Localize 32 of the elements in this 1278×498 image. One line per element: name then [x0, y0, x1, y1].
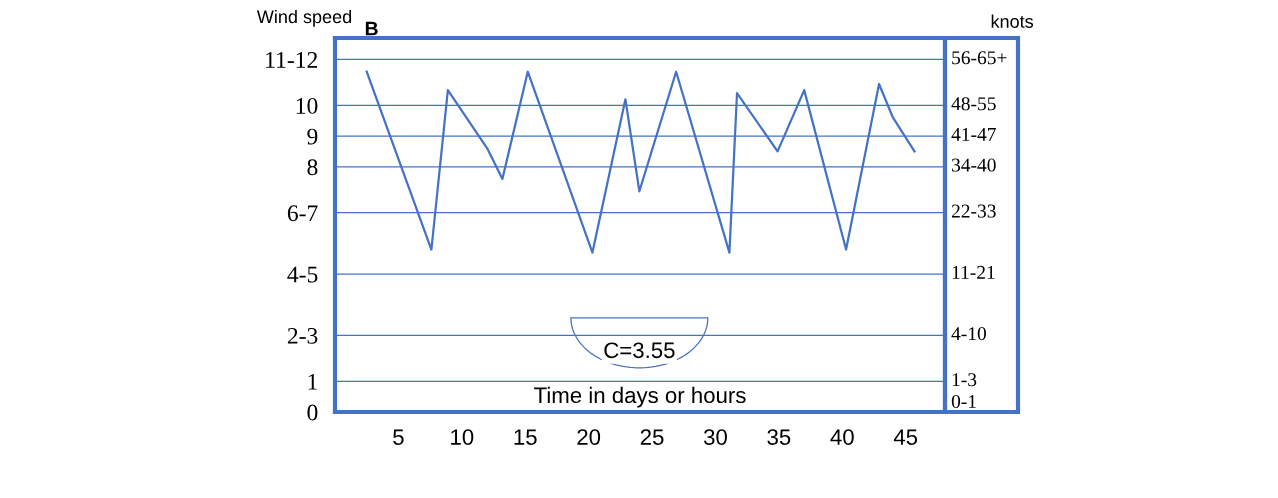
- y-tick-label: 11-12: [266, 52, 318, 68]
- y-tick-label: 9: [307, 128, 318, 145]
- text: 4-10: [951, 327, 986, 341]
- x-tick-label: 10: [451, 429, 474, 445]
- y2-axis-title: knots: [991, 14, 1034, 28]
- y-tick-label: 6-7: [287, 205, 318, 222]
- y-tick-label: 8: [307, 159, 318, 176]
- text: 48-55: [951, 97, 996, 111]
- text: 0-1: [951, 394, 976, 409]
- y-tick-label: 1: [308, 373, 317, 390]
- y-tick-label: 0: [307, 404, 318, 421]
- x-tick-label: 35: [767, 429, 791, 445]
- text: 11-21: [952, 265, 995, 279]
- x-tick-label: 30: [703, 429, 727, 445]
- text: 34-40: [952, 158, 996, 172]
- y-axis-title: Wind speed: [256, 9, 352, 27]
- x-tick-label: 15: [514, 429, 537, 445]
- y-tick-label: 4-5: [287, 266, 318, 283]
- text: 1-3: [952, 373, 977, 387]
- y-tick-label: 2-3: [287, 327, 318, 344]
- x-tick-label: 25: [640, 429, 664, 445]
- x-axis-title: Time in days or hours: [534, 386, 746, 408]
- x-tick-label: 20: [577, 429, 601, 445]
- text: 22-33: [951, 204, 996, 218]
- x-tick-label: 45: [893, 429, 918, 445]
- chart-title: B: [365, 21, 378, 36]
- y-tick-label: 10: [296, 97, 318, 114]
- x-tick-label: 40: [830, 429, 854, 445]
- annotation: C=3.55: [604, 342, 675, 359]
- text: 41-47: [951, 127, 996, 141]
- x-tick-label: 5: [393, 429, 404, 445]
- text: 56-65+: [952, 51, 1007, 65]
